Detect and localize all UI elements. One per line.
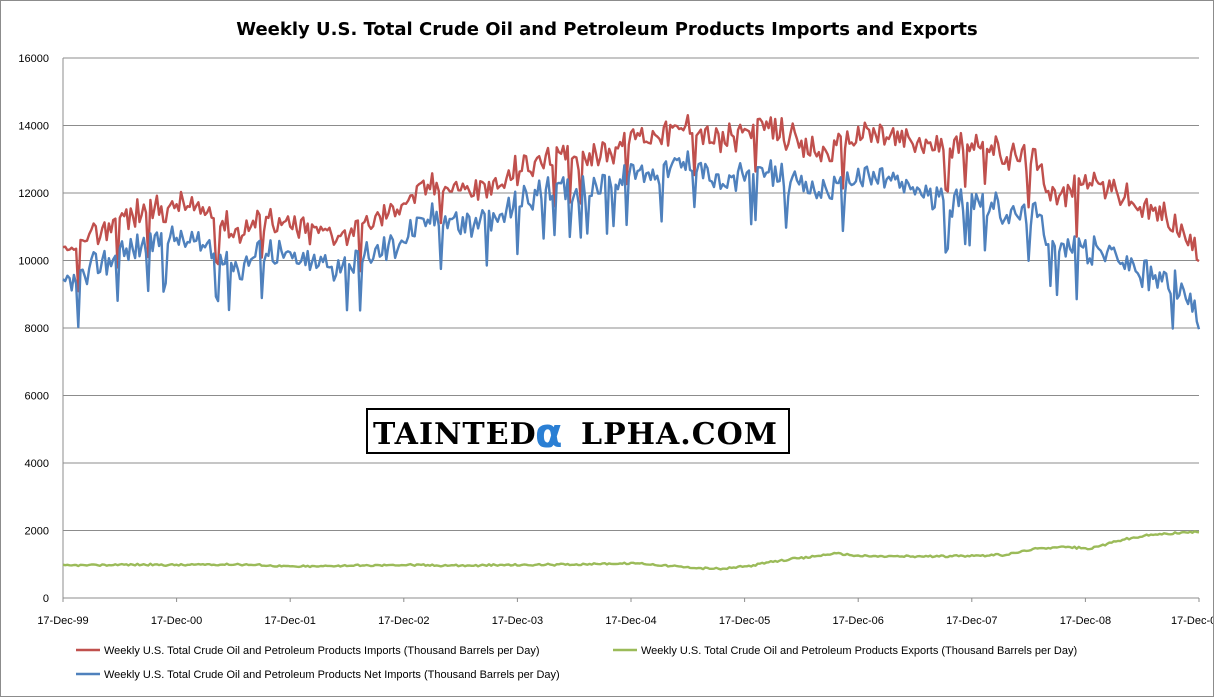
gridlines <box>63 57 1199 531</box>
x-tick-label: 17-Dec-08 <box>1060 615 1111 627</box>
series-line-2 <box>62 150 1201 330</box>
y-tick-label: 8000 <box>25 323 49 335</box>
y-tick-label: 14000 <box>18 121 49 133</box>
x-tick-label: 17-Dec-03 <box>492 615 543 627</box>
x-tick-label: 17-Dec-09 <box>1171 615 1213 627</box>
watermark-alpha-glyph: α <box>535 411 562 457</box>
y-tick-label: 12000 <box>18 188 49 200</box>
watermark-text-left: TAINTED <box>373 417 537 452</box>
x-tick-label: 17-Dec-05 <box>719 615 770 627</box>
x-tick-label: 17-Dec-01 <box>265 615 316 627</box>
chart-title: Weekly U.S. Total Crude Oil and Petroleu… <box>236 19 978 40</box>
watermark-text-right: LPHA.COM <box>581 417 778 452</box>
y-tick-label: 16000 <box>18 53 49 65</box>
x-tick-label: 17-Dec-00 <box>151 615 202 627</box>
y-tick-label: 2000 <box>25 526 49 538</box>
x-axis: 17-Dec-99 17-Dec-00 17-Dec-01 17-Dec-02 17-D… <box>37 598 1213 627</box>
x-tick-label: 17-Dec-02 <box>378 615 429 627</box>
series-lines <box>62 113 1201 571</box>
watermark-box <box>366 408 790 454</box>
y-tick-label: 10000 <box>18 256 49 268</box>
legend: Weekly U.S. Total Crude Oil and Petroleu… <box>76 645 1077 681</box>
series-line-0 <box>62 113 1200 293</box>
legend-label: Weekly U.S. Total Crude Oil and Petroleu… <box>104 669 560 681</box>
legend-label: Weekly U.S. Total Crude Oil and Petroleu… <box>104 645 540 657</box>
y-tick-label: 4000 <box>25 458 49 470</box>
y-tick-label: 0 <box>43 593 49 605</box>
y-axis: 0 2000 4000 6000 8000 10000 12000 14000 16000 <box>18 53 49 605</box>
x-tick-label: 17-Dec-04 <box>605 615 656 627</box>
series-line-1 <box>62 530 1200 571</box>
legend-label: Weekly U.S. Total Crude Oil and Petroleu… <box>641 645 1077 657</box>
x-tick-label: 17-Dec-99 <box>37 615 88 627</box>
x-tick-label: 17-Dec-06 <box>833 615 884 627</box>
y-tick-label: 6000 <box>25 391 49 403</box>
x-tick-label: 17-Dec-07 <box>946 615 997 627</box>
